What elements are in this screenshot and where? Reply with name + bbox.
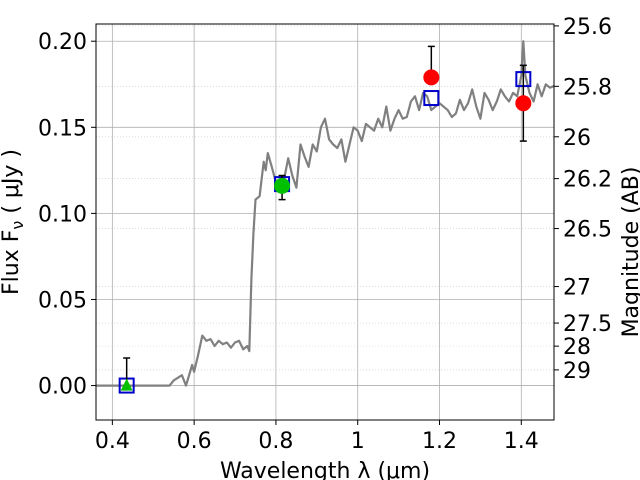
- y2-tick-label: 28: [563, 335, 591, 360]
- y-tick-label: 0.00: [38, 375, 87, 400]
- y-tick-label: 0.15: [38, 116, 87, 141]
- y2-tick-label: 26: [563, 126, 591, 151]
- y-axis-label: Flux Fν ( μJy ): [0, 149, 27, 295]
- observed-photometry-markers: [120, 45, 532, 391]
- x-tick-label: 1.2: [422, 429, 457, 454]
- plot-frame: [95, 23, 555, 421]
- y2-tick-label: 29: [563, 359, 591, 384]
- x-tick-label: 0.6: [177, 429, 212, 454]
- y-tick-label: 0.10: [38, 202, 87, 227]
- x-tick-label: 0.8: [258, 429, 293, 454]
- x-axis-label: Wavelength λ (μm): [220, 459, 430, 480]
- y2-tick-label: 27: [563, 276, 591, 301]
- model-spectrum-line: [96, 40, 555, 387]
- y2-tick-label: 26.2: [563, 168, 612, 193]
- y-tick-label: 0.20: [38, 30, 87, 55]
- y2-tick-label: 26.5: [563, 218, 612, 243]
- y2-tick-label: 27.5: [563, 312, 612, 337]
- y-tick-label: 0.05: [38, 288, 87, 313]
- magnitude-guide-lines: [96, 25, 554, 371]
- x-axis-ticks: 0.4 0.6 0.8 1 1.2 1.4: [95, 420, 539, 454]
- x-tick-label: 1.4: [504, 429, 539, 454]
- x-tick-label: 0.4: [95, 429, 130, 454]
- model-photometry-square: [423, 90, 440, 107]
- y-axis-ticks: 0.00 0.05 0.10 0.15 0.20: [38, 30, 96, 400]
- observed-point: [274, 177, 291, 194]
- y2-tick-label: 25.8: [563, 75, 612, 100]
- grid-lines: [96, 24, 554, 420]
- y2-axis-label: Magnitude (AB): [619, 167, 640, 338]
- model-spectrum: [96, 40, 555, 387]
- observed-point: [423, 69, 440, 86]
- x-tick-label: 1: [351, 429, 365, 454]
- observed-upper-limit-triangle: [120, 378, 133, 391]
- observed-point: [515, 95, 532, 112]
- y2-tick-label: 25.6: [563, 15, 612, 40]
